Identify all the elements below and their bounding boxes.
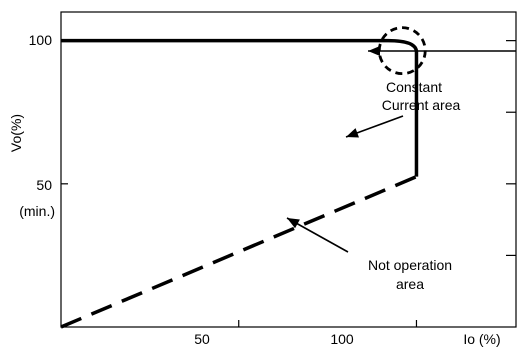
series-line-constant-voltage bbox=[61, 38, 419, 177]
y-tick-label-100: 100 bbox=[29, 32, 53, 48]
chart-marks bbox=[60, 11, 517, 329]
x-tick-label-100: 100 bbox=[330, 331, 354, 347]
annotation-not-operation-line-1: Not operation bbox=[368, 257, 452, 273]
pointer-arrow-not-operation-head bbox=[287, 218, 300, 229]
pointer-arrow-top-head bbox=[368, 46, 380, 56]
y-axis-title: Vo(%) bbox=[8, 114, 24, 152]
annotation-constant-current-line-2: Current area bbox=[382, 97, 461, 113]
y-tick-sublabel-min: (min.) bbox=[19, 203, 55, 219]
plot-frame bbox=[60, 11, 517, 328]
x-axis-title: Io (%) bbox=[463, 331, 500, 347]
annotation-constant-current-line-1: Constant bbox=[386, 79, 442, 95]
y-tick-label-50: 50 bbox=[36, 177, 52, 193]
series-line-not-operation bbox=[60, 175, 418, 329]
pointer-arrow-constant-current-head bbox=[346, 128, 359, 138]
annotation-not-operation-line-2: area bbox=[396, 276, 424, 292]
x-tick-label-50: 50 bbox=[194, 331, 210, 347]
